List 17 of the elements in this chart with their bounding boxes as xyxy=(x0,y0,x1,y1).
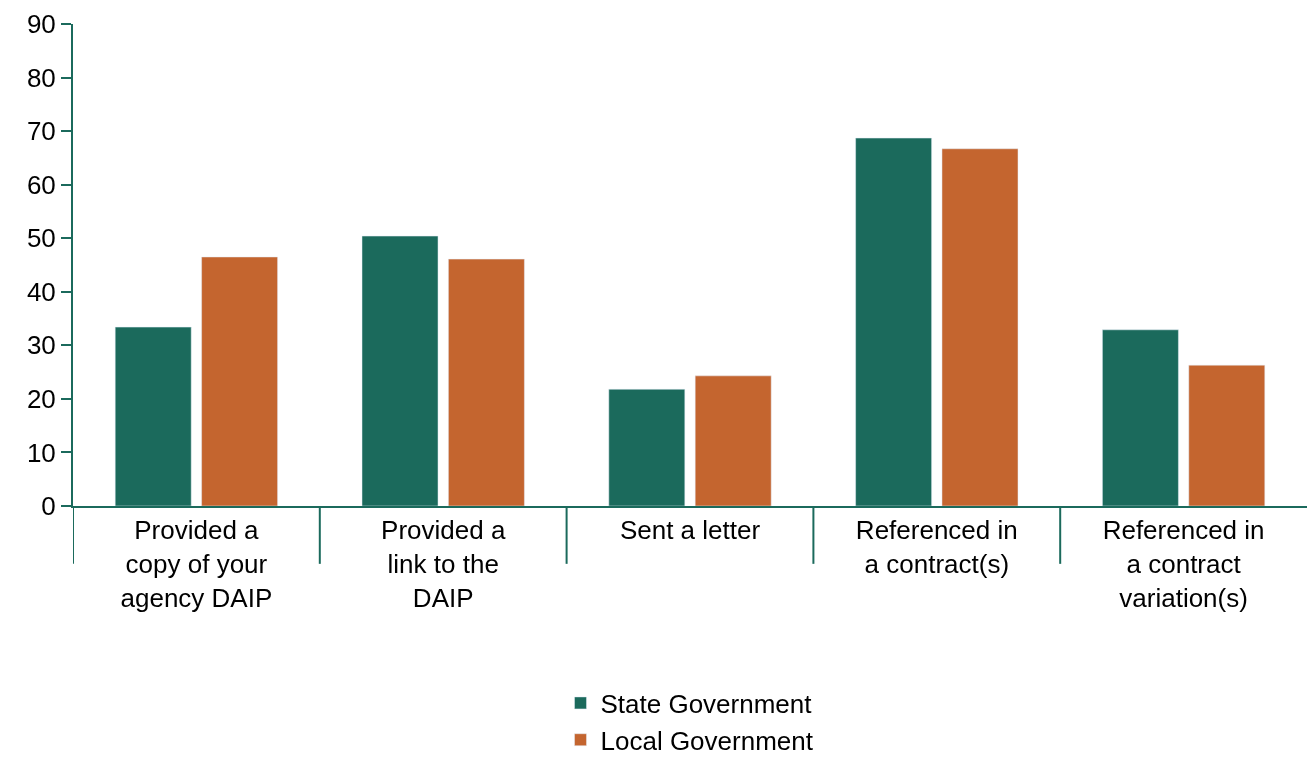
y-tick-label: 40 xyxy=(26,276,56,307)
y-tick-label: 20 xyxy=(26,383,56,414)
x-tick-label: Provided a copy of your agency DAIP xyxy=(120,515,273,613)
y-tick-label: 80 xyxy=(26,62,56,93)
legend-label: State Government xyxy=(600,689,813,720)
x-tick-label: Referenced in a contract variation(s) xyxy=(1102,515,1265,613)
y-tick-label: 90 xyxy=(26,9,56,40)
x-tick-label: Sent a letter xyxy=(619,515,761,546)
y-tick-label: 10 xyxy=(26,437,56,468)
x-tick-label: Provided a link to the DAIP xyxy=(381,515,506,613)
legend-label: Local Government xyxy=(600,725,814,756)
y-tick-label: 0 xyxy=(41,491,56,522)
x-tick-label: Referenced in a contract(s) xyxy=(855,515,1018,579)
y-tick-label: 50 xyxy=(26,223,56,254)
y-tick-label: 60 xyxy=(26,169,56,200)
y-tick-label: 70 xyxy=(26,116,56,147)
y-tick-label: 30 xyxy=(26,330,56,361)
